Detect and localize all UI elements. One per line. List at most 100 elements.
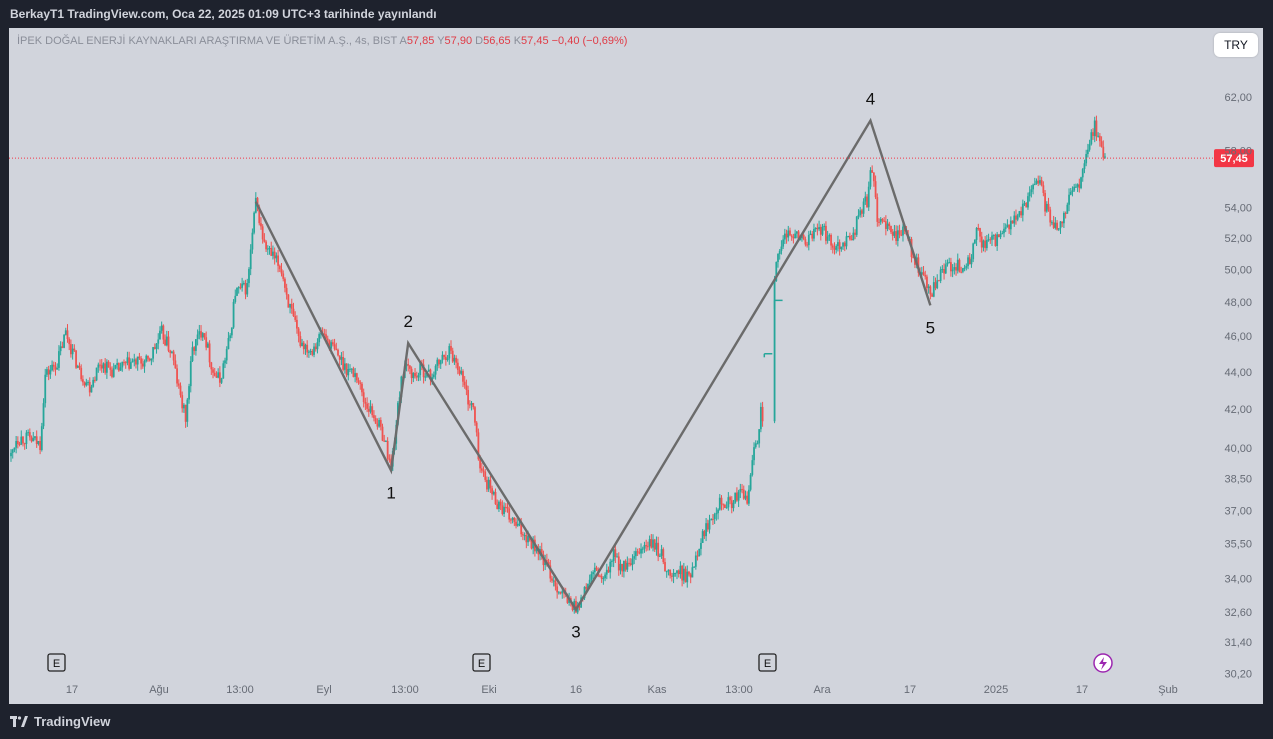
candle-body [997, 234, 1000, 238]
footer-brand-text: TradingView [34, 714, 111, 729]
tradingview-brand[interactable]: TradingView [10, 714, 110, 729]
candle-body [787, 230, 790, 238]
candle-body [599, 575, 601, 577]
open-label: A [399, 35, 407, 47]
candle-body [587, 583, 589, 589]
earnings-marker-box [47, 653, 66, 672]
candle-body [248, 269, 250, 284]
candle-body [700, 542, 702, 549]
candle-body [813, 229, 815, 239]
earnings-marker[interactable]: E [47, 653, 66, 672]
candle-body [64, 330, 67, 335]
candle-body [883, 220, 886, 222]
candle-body [111, 369, 113, 377]
chart-panel[interactable]: 1 2 3 4 5 57,45 62,00 58,00 54,00 52,00 50,00 48,00… [9, 28, 1263, 704]
candle-body [107, 361, 110, 368]
candle-body [881, 219, 884, 221]
candle-body [285, 287, 288, 295]
candle-body [972, 243, 975, 260]
candle-body [727, 497, 730, 508]
candle-body [463, 381, 466, 386]
candle-body [612, 549, 615, 561]
candle-body [470, 403, 473, 405]
lightning-icon[interactable] [1093, 653, 1113, 673]
candle-body [1081, 169, 1084, 178]
candle-body [306, 344, 309, 353]
candle-body [431, 377, 434, 381]
candle-body [162, 325, 165, 340]
candle-body [1011, 220, 1014, 224]
candle-body [489, 479, 492, 489]
candle-body [1015, 215, 1017, 220]
candle-body [777, 253, 779, 263]
x-tick-label: Ağu [149, 684, 169, 696]
candle-body [585, 586, 588, 589]
candle-body [123, 361, 125, 363]
candle-body [417, 375, 420, 378]
candle-body [1003, 228, 1005, 234]
candle-body [117, 363, 120, 371]
candle-body [1057, 228, 1060, 230]
candle-body [183, 404, 185, 409]
candle-body [40, 426, 43, 451]
candle-body [886, 223, 889, 229]
candle-body [501, 505, 504, 514]
candle-body [860, 210, 863, 214]
price-chart[interactable]: 1 2 3 4 5 57,45 62,00 58,00 54,00 52,00 50,00 48,00… [9, 28, 1263, 704]
candle-body [621, 563, 624, 572]
candle-body [842, 242, 844, 247]
y-tick-label: 46,00 [1224, 331, 1252, 343]
currency-button[interactable]: TRY [1214, 33, 1258, 57]
candle-body [652, 539, 654, 548]
candle-body [297, 328, 300, 337]
candle-body [1074, 186, 1077, 188]
candle-body [1086, 149, 1089, 155]
candle-body [93, 379, 96, 381]
candle-body [956, 259, 959, 271]
candle-body [576, 605, 579, 613]
candle-body [284, 278, 286, 288]
candle-body [1033, 183, 1036, 185]
x-tick-label: 2025 [984, 684, 1008, 696]
candle-body [811, 233, 814, 239]
candle-body [891, 232, 894, 236]
candle-body [97, 364, 100, 368]
candle-body [825, 225, 827, 241]
candle-body [691, 567, 694, 578]
candle-body [206, 343, 209, 348]
candle-body [71, 348, 74, 355]
candle-body [59, 346, 62, 352]
candle-body [696, 555, 699, 557]
candle-body [953, 267, 956, 270]
candle-body [1016, 215, 1019, 220]
candle-body [32, 438, 35, 442]
candle-body [177, 383, 180, 386]
candle-body [729, 497, 731, 501]
candle-body [996, 234, 999, 246]
candle-body [200, 331, 202, 338]
candle-body [362, 392, 365, 403]
candle-body [309, 351, 312, 353]
candle-body [938, 280, 940, 282]
y-tick-label: 32,60 [1224, 607, 1252, 619]
candle-body [76, 365, 79, 368]
candle-body [926, 276, 928, 289]
candle-body [343, 363, 346, 370]
candle-body [116, 363, 119, 366]
candle-body [566, 594, 569, 603]
candle-body [701, 531, 704, 543]
candle-body [434, 365, 437, 375]
candle-body [708, 520, 711, 530]
candle-body [857, 215, 860, 217]
earnings-marker[interactable]: E [472, 653, 491, 672]
candle-body [1035, 180, 1038, 184]
candle-body [299, 336, 302, 347]
candle-body [1104, 156, 1106, 158]
candle-body [900, 234, 903, 236]
candle-body [491, 488, 493, 495]
earnings-marker[interactable]: E [758, 653, 777, 672]
candle-body [660, 549, 663, 556]
candle-body [1093, 120, 1096, 136]
candle-body [835, 245, 838, 250]
candle-body [234, 295, 237, 302]
